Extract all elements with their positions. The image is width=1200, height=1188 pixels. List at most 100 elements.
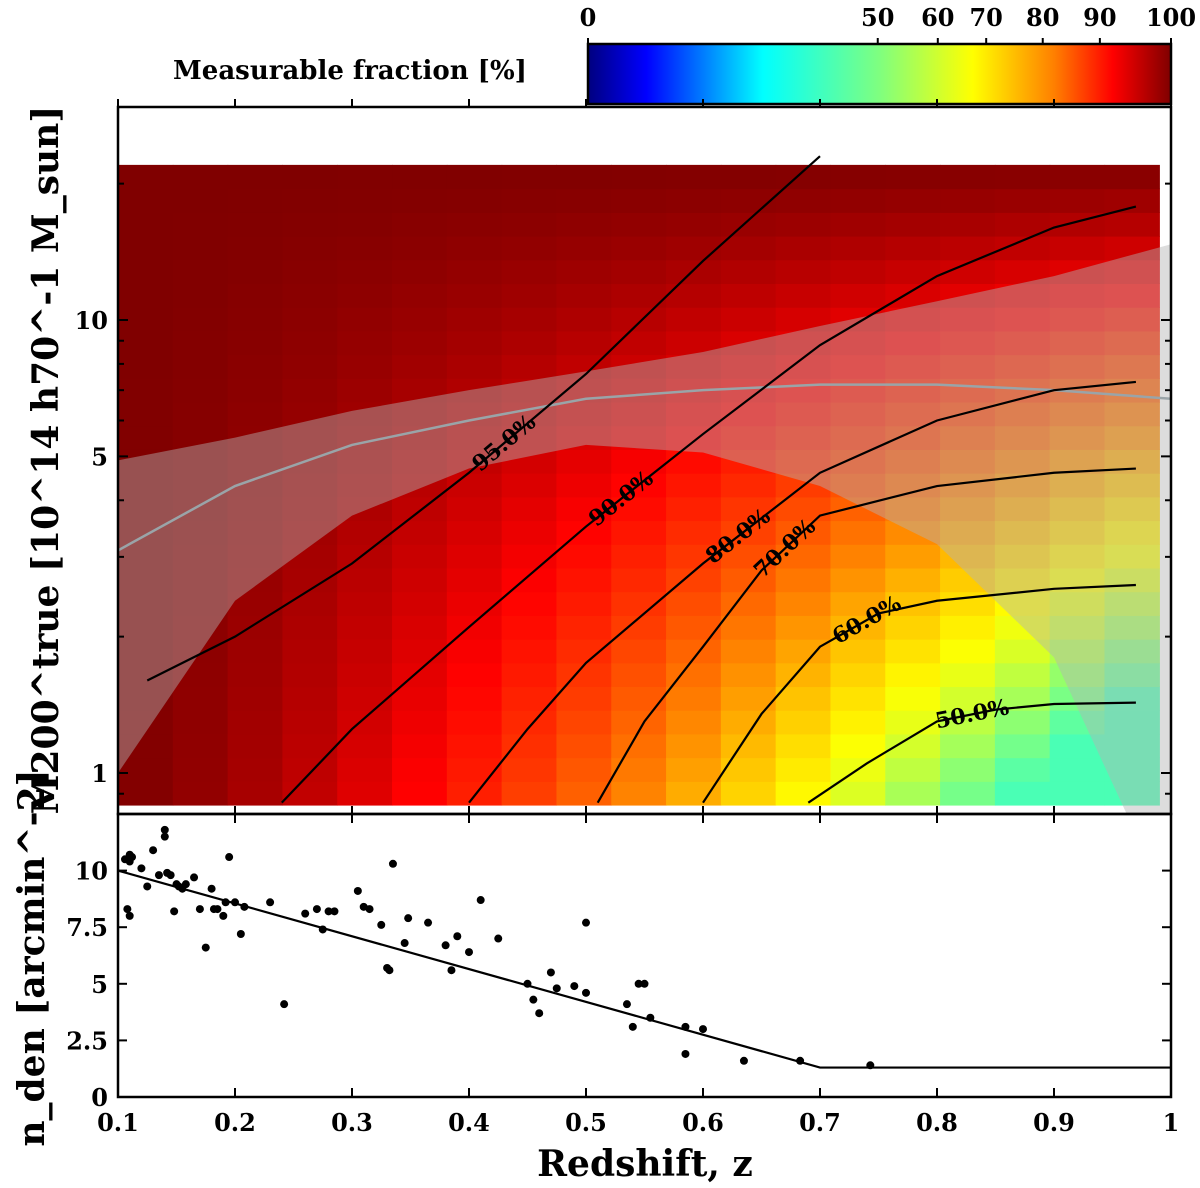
heatmap-cell [118, 615, 174, 640]
heatmap-cell [666, 212, 722, 237]
bottom-xtick-label: 1 [1163, 1108, 1180, 1137]
top-ylabel: M200^true [10^14 h70^-1 M_sun] [25, 106, 67, 815]
heatmap-cell [940, 188, 996, 213]
heatmap-cell [775, 307, 832, 332]
heatmap-cell [1049, 686, 1106, 711]
heatmap-cell [666, 354, 722, 379]
heatmap-cell [501, 520, 558, 545]
heatmap-cell [392, 236, 448, 261]
heatmap-cell [118, 544, 174, 569]
heatmap-cell [337, 307, 393, 332]
heatmap-cell [282, 164, 338, 190]
heatmap-cell [227, 236, 284, 261]
heatmap-cell [666, 496, 722, 522]
data-point [640, 979, 649, 988]
heatmap-cell [1049, 757, 1106, 782]
heatmap-cell [1104, 401, 1160, 427]
heatmap-cell [118, 330, 174, 356]
bottom-ylabel: n_den [arcmin^-2] [11, 769, 53, 1146]
heatmap-cell [501, 567, 558, 593]
heatmap-cells [118, 164, 1160, 806]
heatmap-cell [282, 757, 338, 782]
heatmap-cell [775, 567, 832, 593]
heatmap-cell [611, 259, 667, 285]
data-point [699, 1025, 707, 1034]
heatmap-cell [282, 378, 338, 403]
contour-90 [281, 205, 1137, 804]
heatmap-cell [118, 567, 174, 593]
heatmap-cell [556, 449, 612, 474]
heatmap-cell [611, 164, 667, 190]
heatmap-cell [1104, 757, 1160, 782]
heatmap-cell [1104, 354, 1160, 379]
heatmap-cell [830, 591, 886, 616]
heatmap-cell [282, 307, 338, 332]
heatmap-cell [885, 781, 941, 806]
heatmap-cell [1049, 354, 1106, 379]
bottom-xtick-label: 0.1 [97, 1108, 139, 1137]
heatmap-cell [666, 591, 722, 616]
heatmap-cell [1049, 662, 1106, 688]
heatmap-cell [1049, 639, 1106, 664]
heatmap-cell [501, 164, 558, 190]
heatmap-cell [830, 781, 886, 806]
heatmap-cell [720, 496, 777, 522]
heatmap-cell [556, 639, 612, 664]
heatmap-cell [720, 354, 777, 379]
heatmap-cell [227, 330, 284, 356]
heatmap-cell [1104, 615, 1160, 640]
heatmap-cell [172, 401, 229, 427]
heatmap-cell [337, 401, 393, 427]
heatmap-cell [118, 164, 174, 190]
heatmap-cell [556, 425, 612, 450]
heatmap-cell [392, 354, 448, 379]
heatmap-cell [940, 401, 996, 427]
heatmap-cell [666, 164, 722, 190]
heatmap-cell [1104, 164, 1160, 190]
heatmap-cell [501, 686, 558, 711]
heatmap-cell [611, 330, 667, 356]
heatmap-cell [830, 520, 886, 545]
heatmap-cell [1049, 615, 1106, 640]
heatmap-cell [227, 733, 284, 759]
heatmap-cell [446, 733, 503, 759]
heatmap-cell [885, 354, 941, 379]
heatmap-cell [337, 567, 393, 593]
fit-line [118, 869, 1171, 1069]
heatmap-cell [720, 520, 777, 545]
data-point [266, 898, 275, 907]
heatmap-cell [501, 615, 558, 640]
data-point [388, 859, 397, 868]
data-point [523, 979, 532, 988]
heatmap-cell [118, 686, 174, 711]
data-point [535, 1009, 544, 1018]
heatmap-cell [1104, 544, 1160, 569]
heatmap-cell [337, 662, 393, 688]
heatmap-cell [1049, 401, 1106, 427]
heatmap-cell [172, 544, 229, 569]
heatmap-cell [337, 710, 393, 735]
data-point [236, 929, 245, 938]
bottom-ytick-label: 5 [91, 970, 108, 999]
heatmap-cell [501, 591, 558, 616]
heatmap-cell [1049, 330, 1106, 356]
heatmap-cell [775, 283, 832, 308]
heatmap-cell [392, 212, 448, 237]
heatmap-cell [501, 781, 558, 806]
data-point [404, 914, 413, 923]
heatmap-cell [666, 425, 722, 450]
heatmap-cell [556, 164, 612, 190]
colorbar-tick-label: 50 [861, 3, 894, 32]
bottom-ytick-label: 7.5 [66, 913, 108, 942]
heatmap-cell [940, 354, 996, 379]
heatmap-cell [227, 710, 284, 735]
colorbar: 0 50 60 70 80 90 100 Measurable fraction [%] [173, 3, 1196, 106]
bottom-ytick-label: 2.5 [66, 1026, 108, 1055]
heatmap-cell [118, 425, 174, 450]
heatmap-cell [1104, 686, 1160, 711]
heatmap-cell [501, 236, 558, 261]
heatmap-cell [830, 401, 886, 427]
data-point [225, 853, 234, 862]
heatmap-cell [830, 354, 886, 379]
